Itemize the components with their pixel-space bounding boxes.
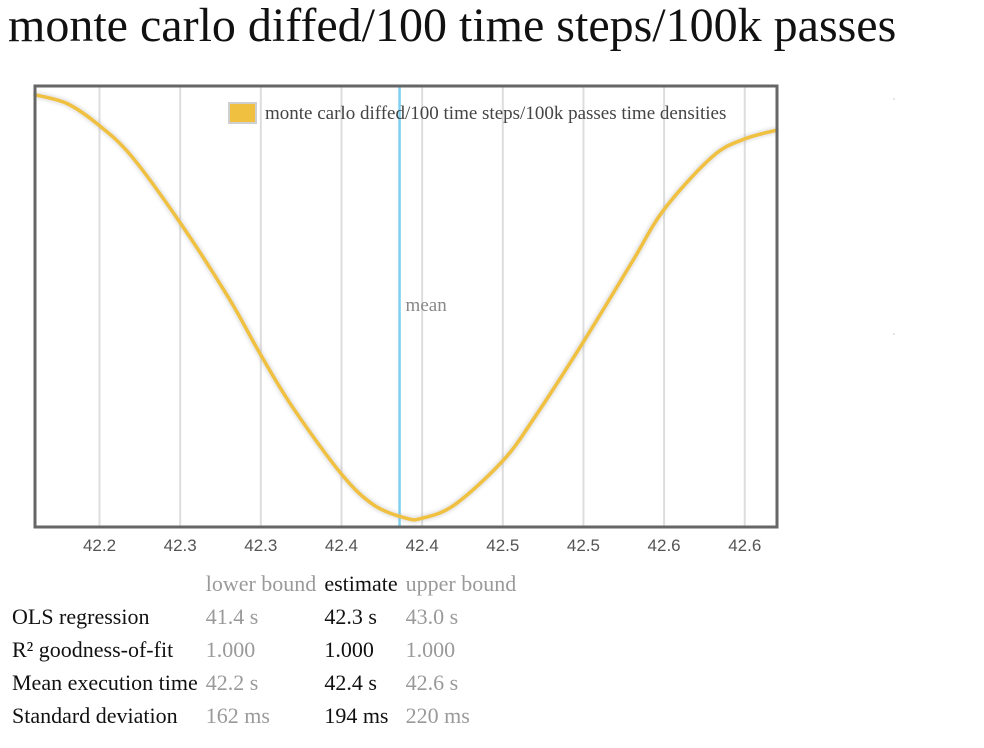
x-tick-label: 42.2 <box>83 536 116 555</box>
row-label: Mean execution time <box>12 669 198 695</box>
row-estimate: 194 ms <box>324 702 389 728</box>
row-lower: 162 ms <box>205 702 270 728</box>
page-title: monte carlo diffed/100 time steps/100k p… <box>8 0 897 52</box>
decorative-speck <box>893 98 895 100</box>
header-upper-bound: upper bound <box>405 570 517 596</box>
stats-row: R² goodness-of-fit 1.000 1.000 1.000 <box>8 633 520 666</box>
x-tick-label: 42.5 <box>567 536 600 555</box>
mean-label: mean <box>406 295 448 316</box>
stats-header-row: lower bound estimate upper bound <box>8 567 520 600</box>
x-tick-label: 42.3 <box>244 536 277 555</box>
x-tick-label: 42.5 <box>486 536 519 555</box>
stats-row: Mean execution time 42.2 s 42.4 s 42.6 s <box>8 666 520 699</box>
row-lower: 1.000 <box>205 636 256 662</box>
x-axis-ticks: 42.2 42.3 42.3 42.4 42.4 42.5 42.5 42.6 42.6 <box>83 536 761 555</box>
legend-label: monte carlo diffed/100 time steps/100k p… <box>265 103 726 124</box>
grid-lines <box>98 86 746 527</box>
plot-frame <box>33 84 779 529</box>
stats-row: OLS regression 41.4 s 42.3 s 43.0 s <box>8 600 520 633</box>
density-chart: mean 42.2 42.3 42.3 42.4 42.4 42.5 42.5 42.6 42.… <box>33 84 779 555</box>
row-lower: 42.2 s <box>205 669 259 695</box>
header-lower-bound: lower bound <box>205 570 317 596</box>
x-tick-label: 42.6 <box>648 536 681 555</box>
x-tick-label: 42.3 <box>164 536 197 555</box>
stats-table: lower bound estimate upper bound OLS reg… <box>8 567 520 732</box>
row-estimate: 42.3 s <box>324 603 377 629</box>
x-tick-label: 42.4 <box>325 536 358 555</box>
x-tick-label: 42.4 <box>406 536 439 555</box>
row-upper: 43.0 s <box>405 603 459 629</box>
density-series-line <box>33 93 779 522</box>
legend: monte carlo diffed/100 time steps/100k p… <box>228 102 726 124</box>
row-label: OLS regression <box>12 603 150 629</box>
row-upper: 220 ms <box>405 702 470 728</box>
stats-row: Standard deviation 162 ms 194 ms 220 ms <box>8 699 520 732</box>
row-upper: 42.6 s <box>405 669 459 695</box>
x-tick-label: 42.6 <box>728 536 761 555</box>
row-lower: 41.4 s <box>205 603 259 629</box>
header-estimate: estimate <box>324 570 398 596</box>
row-label: Standard deviation <box>12 702 178 728</box>
row-estimate: 42.4 s <box>324 669 377 695</box>
decorative-speck <box>893 333 895 335</box>
row-upper: 1.000 <box>405 636 456 662</box>
row-estimate: 1.000 <box>324 636 374 662</box>
row-label: R² goodness-of-fit <box>12 636 174 662</box>
legend-swatch <box>228 102 257 124</box>
